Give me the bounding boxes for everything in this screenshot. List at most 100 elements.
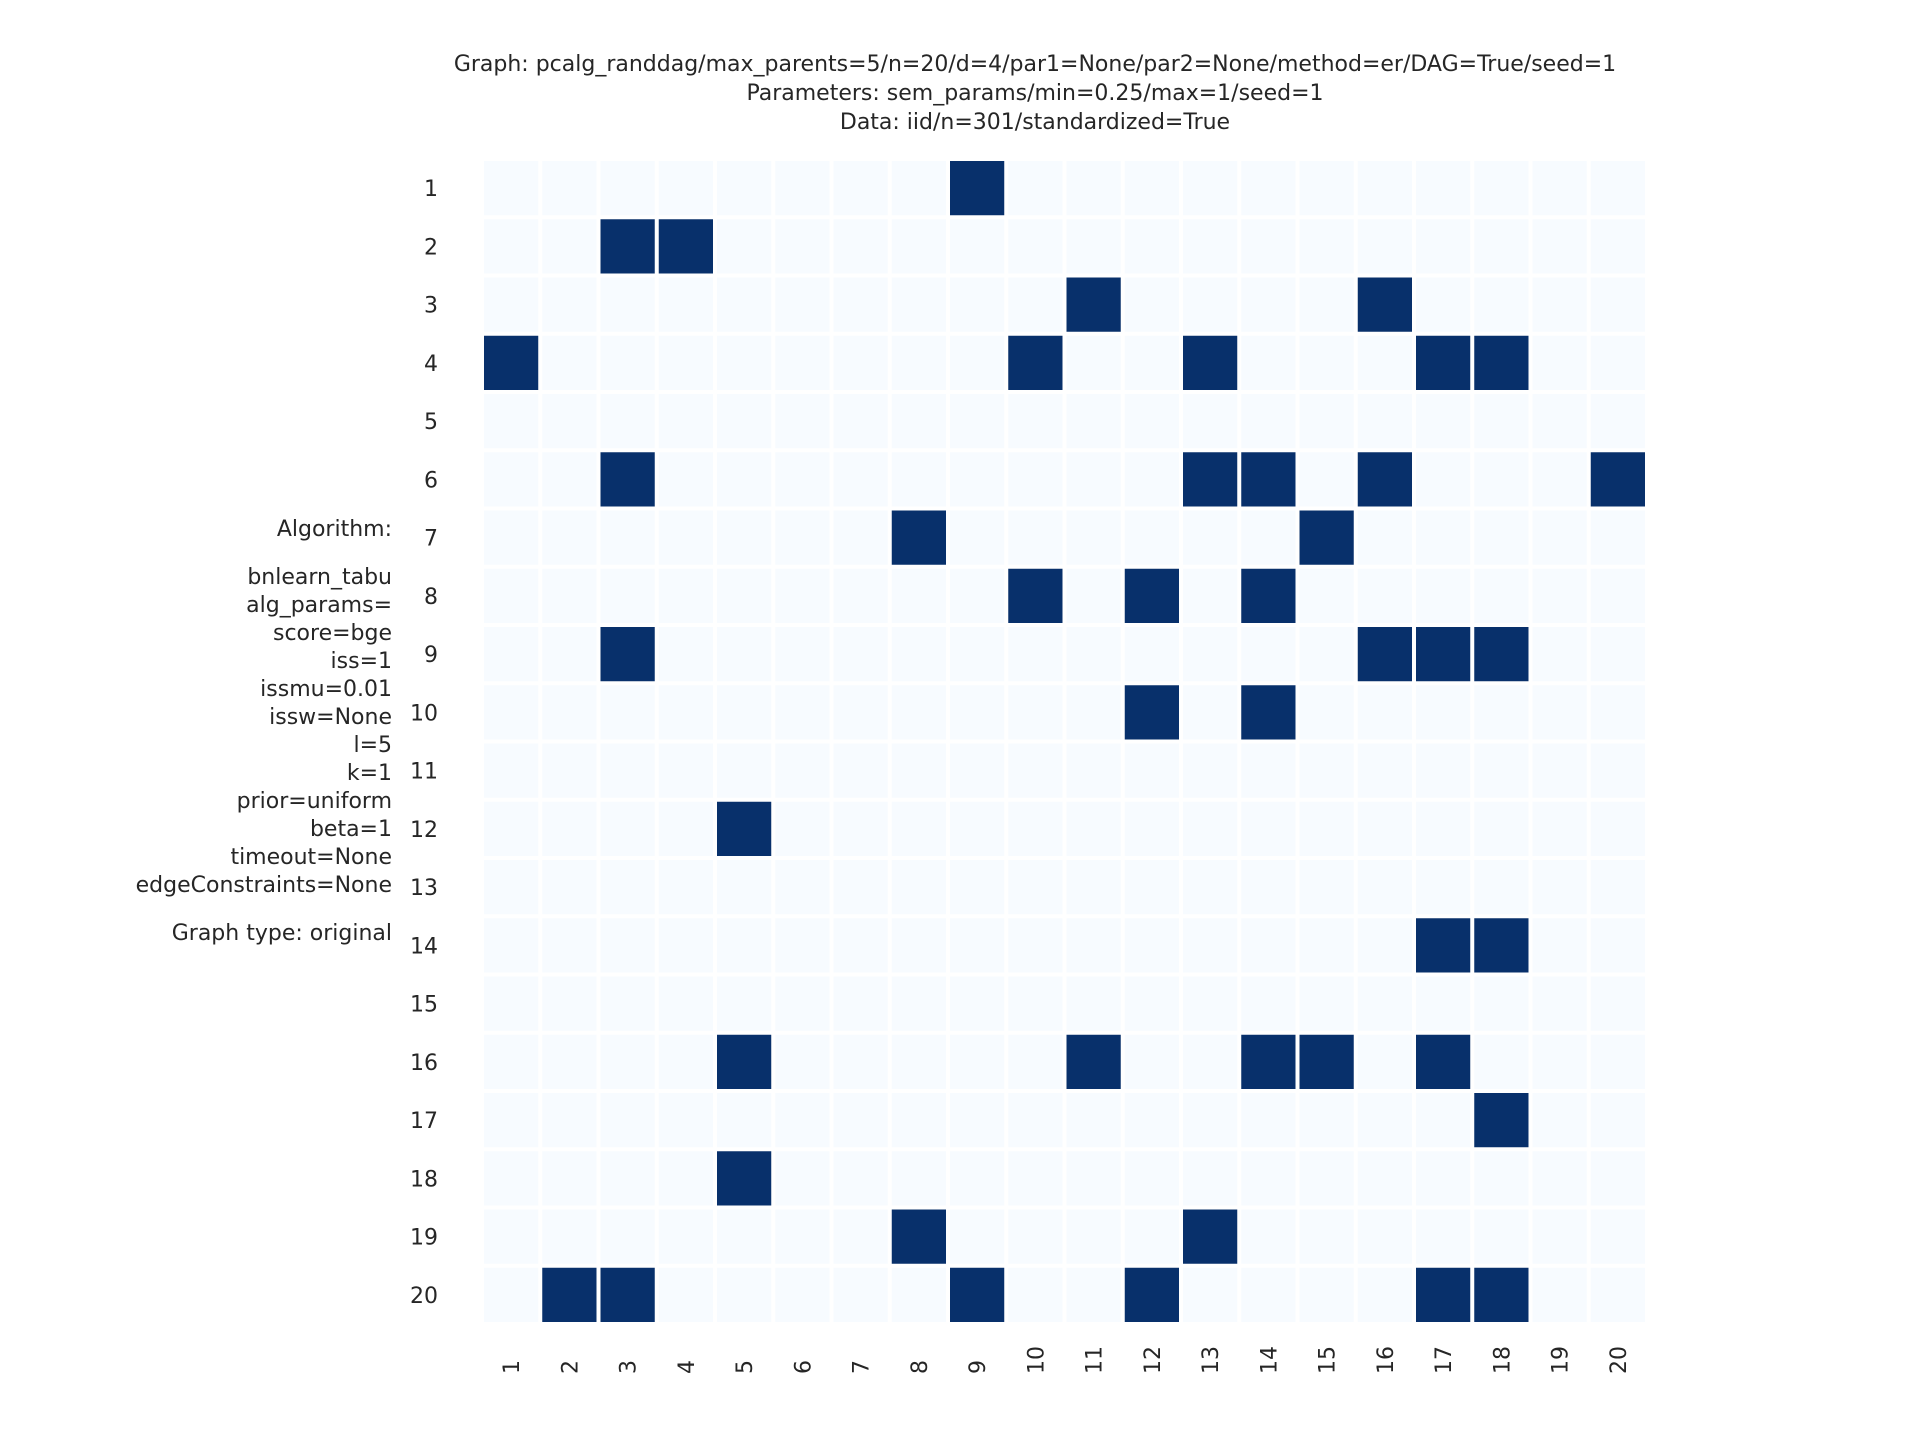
col-tick-label: 10 [1024,1346,1049,1374]
heatmap-cell-r3-c6 [775,277,830,332]
heatmap-cell-r3-c19 [1532,277,1587,332]
heatmap-cell-r18-c10 [1008,1151,1063,1206]
heatmap-cell-r5-c7 [833,394,888,449]
heatmap-cell-r1-c14 [1241,161,1296,216]
heatmap-cell-r12-c7 [833,801,888,856]
heatmap-cell-r16-c10 [1008,1034,1063,1089]
heatmap-cell-r10-c18 [1474,685,1529,740]
heatmap-cell-r5-c16 [1357,394,1412,449]
heatmap-cell-r1-c17 [1416,161,1471,216]
row-tick-label: 20 [410,1284,438,1309]
heatmap-cell-r17-c4 [658,1093,713,1148]
heatmap-cell-r18-c13 [1183,1151,1238,1206]
heatmap-cell-r14-c14 [1241,918,1296,973]
heatmap-cell-r17-c7 [833,1093,888,1148]
heatmap-cell-r2-c9 [950,219,1005,274]
heatmap-cell-r6-c15 [1299,452,1354,507]
heatmap-cell-r1-c5 [717,161,772,216]
heatmap-cell-r3-c13 [1183,277,1238,332]
heatmap-cell-r20-c11 [1066,1267,1121,1322]
heatmap-cell-r20-c17-edge [1416,1267,1471,1322]
heatmap-cell-r4-c14 [1241,335,1296,390]
heatmap-cell-r10-c17 [1416,685,1471,740]
chart-title: Graph: pcalg_randdag/max_parents=5/n=20/… [0,50,1920,137]
heatmap-cell-r9-c15 [1299,627,1354,682]
heatmap-cell-r16-c1 [484,1034,539,1089]
col-tick-label: 5 [733,1360,758,1374]
row-tick-label: 2 [424,235,438,260]
col-tick-label: 1 [500,1360,525,1374]
heatmap-cell-r7-c20 [1590,510,1645,565]
heatmap-cell-r6-c13-edge [1183,452,1238,507]
heatmap-cell-r20-c12-edge [1124,1267,1179,1322]
heatmap-cell-r13-c5 [717,860,772,915]
heatmap-cell-r16-c12 [1124,1034,1179,1089]
heatmap-cell-r8-c10-edge [1008,568,1063,623]
heatmap-cell-r15-c16 [1357,976,1412,1031]
heatmap-cell-r18-c12 [1124,1151,1179,1206]
heatmap-cell-r5-c6 [775,394,830,449]
heatmap-cell-r10-c7 [833,685,888,740]
heatmap-cell-r18-c3 [600,1151,655,1206]
row-tick-label: 7 [424,527,438,552]
heatmap-cell-r8-c8 [891,568,946,623]
heatmap-cell-r19-c16 [1357,1209,1412,1264]
heatmap-cell-r11-c4 [658,743,713,798]
heatmap-cell-r9-c13 [1183,627,1238,682]
heatmap-cell-r4-c15 [1299,335,1354,390]
heatmap-cell-r6-c2 [542,452,597,507]
heatmap-cell-r12-c10 [1008,801,1063,856]
heatmap-cell-r5-c2 [542,394,597,449]
heatmap-cell-r5-c17 [1416,394,1471,449]
heatmap-cell-r20-c3-edge [600,1267,655,1322]
heatmap-cell-r14-c13 [1183,918,1238,973]
heatmap-cell-r18-c15 [1299,1151,1354,1206]
heatmap-cell-r1-c1 [484,161,539,216]
heatmap-cell-r19-c4 [658,1209,713,1264]
heatmap-cell-r13-c13 [1183,860,1238,915]
heatmap-cell-r2-c8 [891,219,946,274]
heatmap-cell-r19-c19 [1532,1209,1587,1264]
heatmap-cell-r16-c17-edge [1416,1034,1471,1089]
heatmap-cell-r7-c16 [1357,510,1412,565]
row-tick-label: 13 [410,876,438,901]
heatmap-cell-r7-c12 [1124,510,1179,565]
heatmap-cell-r20-c4 [658,1267,713,1322]
heatmap-cell-r14-c8 [891,918,946,973]
alg-param-issmu: issmu=0.01 [260,677,392,702]
heatmap-cell-r4-c4 [658,335,713,390]
heatmap-cell-r10-c12-edge [1124,685,1179,740]
heatmap-cell-r14-c4 [658,918,713,973]
heatmap-cell-r15-c20 [1590,976,1645,1031]
heatmap-cell-r9-c9 [950,627,1005,682]
heatmap-cell-r17-c5 [717,1093,772,1148]
heatmap-cell-r2-c20 [1590,219,1645,274]
alg-param-k: k=1 [346,761,392,786]
heatmap-cell-r11-c20 [1590,743,1645,798]
heatmap-cell-r14-c19 [1532,918,1587,973]
row-tick-label: 11 [410,760,438,785]
heatmap-cell-r13-c12 [1124,860,1179,915]
heatmap-cell-r9-c14 [1241,627,1296,682]
heatmap-cell-r9-c11 [1066,627,1121,682]
heatmap-cell-r8-c14-edge [1241,568,1296,623]
col-tick-label: 14 [1257,1346,1282,1374]
heatmap-cell-r10-c11 [1066,685,1121,740]
heatmap-cell-r9-c16-edge [1357,627,1412,682]
row-tick-label: 10 [410,701,438,726]
row-tick-label: 15 [410,993,438,1018]
heatmap-cell-r3-c4 [658,277,713,332]
heatmap-cell-r1-c2 [542,161,597,216]
col-tick-label: 13 [1199,1346,1224,1374]
heatmap-cell-r9-c19 [1532,627,1587,682]
heatmap-cell-r5-c5 [717,394,772,449]
heatmap-cell-r14-c2 [542,918,597,973]
heatmap-cell-r19-c17 [1416,1209,1471,1264]
heatmap-cell-r6-c19 [1532,452,1587,507]
heatmap-cell-r20-c13 [1183,1267,1238,1322]
row-tick-label: 1 [424,177,438,202]
heatmap-cell-r15-c2 [542,976,597,1031]
heatmap-cell-r12-c4 [658,801,713,856]
heatmap-cell-r17-c16 [1357,1093,1412,1148]
heatmap-cell-r4-c17-edge [1416,335,1471,390]
